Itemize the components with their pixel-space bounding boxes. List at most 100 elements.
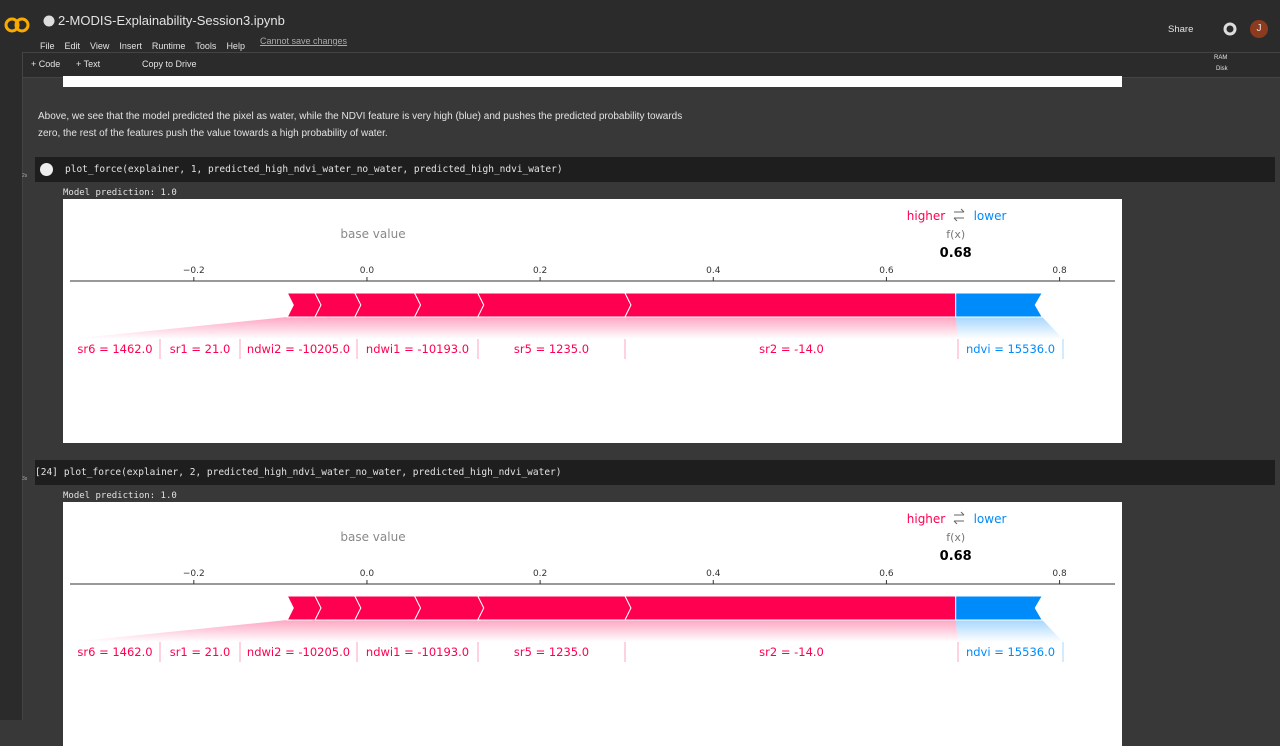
sidebar: [0, 52, 23, 720]
menu-item[interactable]: Edit: [64, 41, 81, 51]
x-tick-label: 0.4: [706, 569, 721, 579]
force-plot: higher lower f(x) 0.68 base value −0.2 0.0 0.2 0…: [63, 502, 1122, 746]
x-tick-label: 0.0: [360, 266, 375, 276]
code-text: plot_force(explainer, 1, predicted_high_…: [65, 164, 563, 175]
force-segment: [286, 292, 322, 318]
menu-item[interactable]: Help: [226, 41, 245, 51]
x-tick-label: −0.2: [183, 266, 205, 276]
label-connector: [477, 317, 625, 339]
feature-label: sr6 = 1462.0: [77, 342, 152, 356]
feature-label: sr6 = 1462.0: [77, 645, 152, 659]
feature-label: sr5 = 1235.0: [514, 645, 589, 659]
cell-time: 3s: [22, 476, 28, 482]
force-segment: [955, 595, 1044, 621]
settings-icon[interactable]: [1223, 22, 1237, 36]
label-connector: [357, 620, 478, 642]
x-tick-label: 0.8: [1052, 569, 1067, 579]
ram-label: RAM: [1214, 55, 1228, 61]
menu-bar: File Edit View Insert Runtime Tools Help: [40, 36, 255, 54]
force-plot-svg: higher lower f(x) 0.68 base value −0.2 0.0 0.2 0…: [70, 511, 1115, 662]
add-code-label: Code: [38, 59, 61, 69]
logo: [4, 17, 30, 33]
menu-item[interactable]: Insert: [119, 41, 142, 51]
label-connector: [955, 620, 1063, 642]
feature-label: sr2 = -14.0: [759, 342, 824, 356]
feature-label: ndwi2 = -10205.0: [247, 342, 350, 356]
force-segment: [314, 595, 362, 621]
add-text-button[interactable]: + Text: [76, 59, 101, 69]
higher-label: higher: [907, 512, 946, 526]
label-connector: [477, 620, 625, 642]
higher-label: higher: [907, 209, 946, 223]
swap-icon: [953, 208, 965, 222]
force-segment: [955, 292, 1044, 318]
header: 2-MODIS-Explainability-Session3.ipynb Fi…: [0, 0, 1280, 52]
force-segment: [476, 595, 632, 621]
add-text-label: Text: [83, 59, 101, 69]
lower-label: lower: [974, 512, 1007, 526]
output-text: Model prediction: 1.0: [63, 188, 177, 198]
label-connector: [70, 317, 316, 339]
x-tick-label: 0.8: [1052, 266, 1067, 276]
menu-item[interactable]: Tools: [195, 41, 217, 51]
force-segment: [476, 292, 632, 318]
menu-item[interactable]: Runtime: [151, 41, 186, 51]
feature-label: ndwi2 = -10205.0: [247, 645, 350, 659]
base-value-label: base value: [340, 227, 405, 241]
force-segment: [413, 292, 485, 318]
share-button[interactable]: Share: [1168, 24, 1194, 35]
force-segment: [624, 292, 957, 318]
add-code-button[interactable]: + Code: [31, 59, 61, 69]
label-connector: [160, 317, 355, 339]
label-connector: [357, 317, 478, 339]
fx-value: 0.68: [940, 246, 972, 261]
execution-count: [24]: [35, 467, 58, 478]
x-tick-label: 0.4: [706, 266, 721, 276]
feature-label: sr1 = 21.0: [170, 342, 231, 356]
label-connector: [624, 620, 958, 642]
menu-item[interactable]: View: [90, 41, 110, 51]
x-tick-label: 0.2: [533, 266, 547, 276]
toolbar: + Code + Text Copy to Drive RAM Disk: [22, 52, 1280, 78]
force-plot-svg: higher lower f(x) 0.68 base value −0.2 0.0 0.2 0…: [70, 208, 1115, 359]
copy-to-drive-button[interactable]: Copy to Drive: [142, 59, 197, 69]
force-segment: [314, 292, 362, 318]
fx-label: f(x): [946, 228, 965, 241]
x-tick-label: 0.0: [360, 569, 375, 579]
x-tick-label: 0.2: [533, 569, 547, 579]
swap-icon: [953, 511, 965, 525]
base-value-label: base value: [340, 530, 405, 544]
label-connector: [240, 317, 415, 339]
fx-label: f(x): [946, 531, 965, 544]
feature-label: sr5 = 1235.0: [514, 342, 589, 356]
feature-label: ndwi1 = -10193.0: [366, 342, 469, 356]
label-connector: [955, 317, 1063, 339]
notebook-title[interactable]: 2-MODIS-Explainability-Session3.ipynb: [58, 13, 285, 28]
feature-label: ndwi1 = -10193.0: [366, 645, 469, 659]
fx-value: 0.68: [940, 549, 972, 564]
label-connector: [624, 317, 958, 339]
force-segment: [286, 595, 322, 621]
feature-label: sr2 = -14.0: [759, 645, 824, 659]
force-segment: [354, 595, 422, 621]
x-tick-label: 0.6: [879, 569, 894, 579]
feature-label: ndvi = 15536.0: [966, 342, 1055, 356]
menu-item[interactable]: File: [40, 41, 55, 51]
lower-label: lower: [974, 209, 1007, 223]
x-tick-label: −0.2: [183, 569, 205, 579]
code-cell: plot_force(explainer, 1, predicted_high_…: [35, 157, 1275, 182]
github-icon: [43, 15, 55, 27]
avatar[interactable]: J: [1250, 20, 1268, 38]
code-text: plot_force(explainer, 2, predicted_high_…: [63, 467, 562, 478]
disk-label: Disk: [1216, 66, 1228, 72]
force-segment: [354, 292, 422, 318]
markdown-cell: Above, we see that the model predicted t…: [38, 111, 683, 139]
run-button[interactable]: [40, 163, 53, 176]
cell-time: 2s: [22, 173, 28, 179]
force-segment: [413, 595, 485, 621]
save-status[interactable]: Cannot save changes: [260, 36, 348, 46]
label-connector: [160, 620, 355, 642]
feature-label: sr1 = 21.0: [170, 645, 231, 659]
label-connector: [70, 620, 316, 642]
